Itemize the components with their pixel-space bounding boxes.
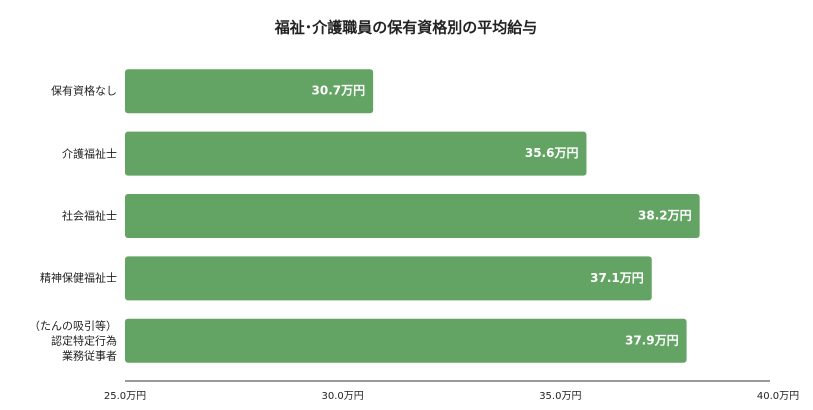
y-tick-label: 精神保健福祉士 <box>40 271 117 285</box>
value-label: 37.9万円 <box>625 333 679 347</box>
value-label: 37.1万円 <box>590 271 644 285</box>
x-tick-label: 35.0万円 <box>539 391 581 402</box>
bar <box>125 256 652 301</box>
y-tick-label: （たんの吸引等） 認定特定行為 業務従事者 <box>29 319 117 363</box>
bar <box>125 318 687 363</box>
bar <box>125 194 700 238</box>
bar <box>125 69 374 114</box>
x-tick-label: 30.0万円 <box>322 391 364 402</box>
y-tick-label: 社会福祉士 <box>62 209 117 223</box>
value-label: 35.6万円 <box>525 146 579 160</box>
value-label: 30.7万円 <box>312 84 366 98</box>
x-tick-label: 25.0万円 <box>104 391 146 402</box>
y-tick-label: 介護福祉士 <box>62 147 117 161</box>
chart-title: 福祉･介護職員の保有資格別の平均給与 <box>274 19 538 37</box>
y-tick-label: 保有資格なし <box>51 84 117 98</box>
value-label: 38.2万円 <box>638 209 692 223</box>
x-tick-label: 40.0万円 <box>757 391 799 402</box>
bar <box>125 131 587 176</box>
